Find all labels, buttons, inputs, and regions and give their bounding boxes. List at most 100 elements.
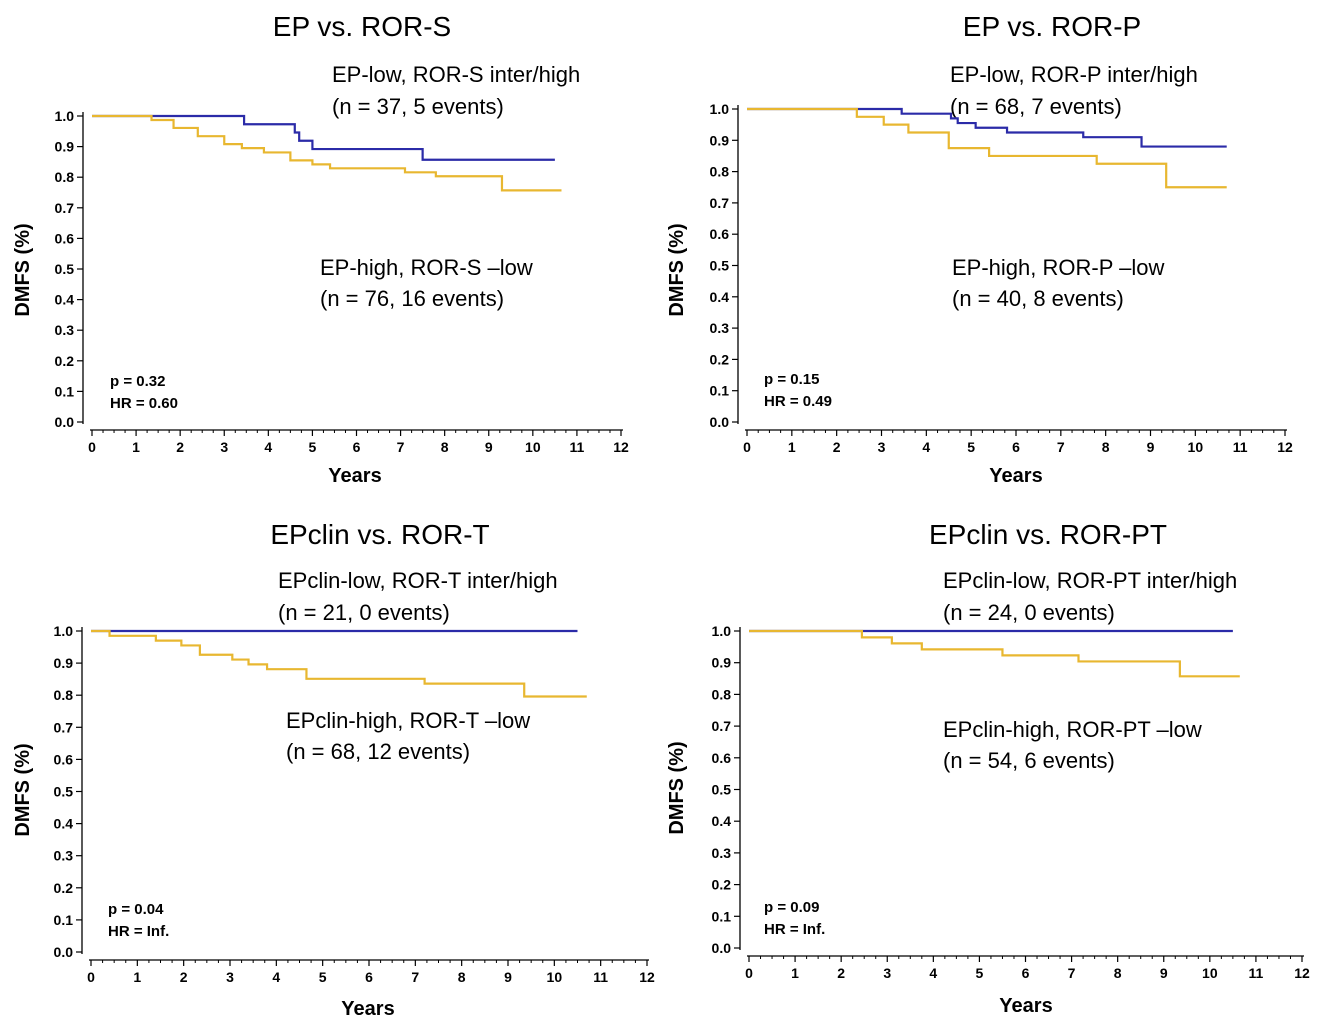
y-tick-label: 0.0: [712, 940, 732, 956]
y-tick-label: 0.0: [710, 414, 730, 430]
y-tick-label: 0.2: [54, 880, 74, 896]
plot-area: 0.00.10.20.30.40.50.60.70.80.91.00 1 2 3 4 5 6…: [712, 623, 1310, 981]
y-axis-label: DMFS (%): [12, 743, 34, 836]
x-tick-label: 12: [639, 969, 655, 985]
plot-area: 0.00.10.20.30.40.50.60.70.80.91.00 1 2 3 4 5 6…: [55, 108, 629, 455]
x-tick-label: 11: [1233, 439, 1248, 455]
plot-area: 0.00.10.20.30.40.50.60.70.80.91.00 1 2 3 4 5 6…: [54, 623, 655, 985]
series-label-line1: EPclin-low, ROR-PT inter/high: [943, 568, 1237, 593]
km-chart: EP vs. ROR-S EP-low, ROR-S inter/high (n…: [12, 11, 629, 487]
x-tick-label: 9: [1160, 965, 1168, 981]
series-label-line1: EPclin-high, ROR-PT –low: [943, 717, 1202, 742]
x-tick-label: 4: [922, 439, 930, 455]
y-tick-label: 0.6: [54, 751, 74, 767]
y-tick-label: 0.7: [710, 195, 730, 211]
x-axis-label: Years: [341, 998, 394, 1018]
series-label-line2: (n = 21, 0 events): [278, 600, 450, 625]
y-tick-label: 1.0: [712, 623, 732, 639]
y-tick-label: 0.4: [55, 292, 75, 308]
p-value: p = 0.32: [110, 373, 165, 390]
x-tick-label: 1: [132, 439, 140, 455]
survival-curve: [92, 114, 555, 161]
y-tick-label: 0.3: [710, 320, 730, 336]
x-tick-label: 5: [967, 439, 975, 455]
x-tick-label: 5: [309, 439, 317, 455]
survival-curve: [91, 629, 587, 698]
km-panel: EPclin vs. ROR-PT EPclin-low, ROR-PT int…: [660, 500, 1321, 1023]
survival-curve: [747, 107, 1227, 189]
y-axis-label: DMFS (%): [12, 223, 34, 316]
y-tick-label: 0.9: [710, 132, 730, 148]
y-tick-label: 0.8: [55, 169, 75, 185]
y-tick-label: 0.1: [712, 908, 732, 924]
series-label-line2: (n = 54, 6 events): [943, 748, 1115, 773]
x-tick-label: 10: [1202, 965, 1218, 981]
y-tick-label: 0.8: [710, 164, 730, 180]
y-tick-label: 0.1: [54, 912, 74, 928]
x-tick-label: 4: [929, 965, 937, 981]
x-tick-label: 3: [220, 439, 228, 455]
x-tick-label: 0: [87, 969, 95, 985]
y-tick-label: 0.9: [54, 655, 74, 671]
y-tick-label: 0.5: [54, 784, 74, 800]
x-tick-label: 10: [547, 969, 563, 985]
y-tick-label: 0.0: [54, 944, 74, 960]
y-tick-label: 0.3: [54, 848, 74, 864]
x-tick-label: 0: [745, 965, 753, 981]
km-chart: EPclin vs. ROR-T EPclin-low, ROR-T inter…: [12, 519, 655, 1020]
x-tick-label: 2: [176, 439, 184, 455]
series-label-line1: EPclin-high, ROR-T –low: [286, 708, 530, 733]
km-panel: EPclin vs. ROR-T EPclin-low, ROR-T inter…: [0, 500, 660, 1023]
p-value: p = 0.04: [108, 901, 164, 918]
y-tick-label: 0.5: [712, 782, 732, 798]
x-tick-label: 12: [1294, 965, 1310, 981]
km-panel: EP vs. ROR-P EP-low, ROR-P inter/high (n…: [660, 0, 1321, 505]
series-label-line1: EP-high, ROR-S –low: [320, 255, 533, 280]
km-chart: EPclin vs. ROR-PT EPclin-low, ROR-PT int…: [666, 519, 1310, 1017]
survival-curve: [747, 107, 1227, 148]
y-tick-label: 0.9: [55, 139, 75, 155]
x-axis-label: Years: [999, 995, 1052, 1017]
x-tick-label: 6: [1022, 965, 1030, 981]
x-tick-label: 8: [1114, 965, 1122, 981]
series-label-line1: EP-low, ROR-P inter/high: [950, 62, 1198, 87]
y-axis-label: DMFS (%): [666, 223, 688, 316]
x-tick-label: 2: [180, 969, 188, 985]
chart-title: EP vs. ROR-S: [273, 11, 451, 42]
y-tick-label: 1.0: [54, 623, 74, 639]
x-tick-label: 7: [1068, 965, 1076, 981]
survival-curve: [749, 629, 1240, 678]
y-tick-label: 0.5: [55, 261, 75, 277]
x-tick-label: 3: [226, 969, 234, 985]
y-tick-label: 0.4: [54, 816, 74, 832]
x-tick-label: 1: [788, 439, 796, 455]
y-tick-label: 0.8: [54, 687, 74, 703]
km-panel: EP vs. ROR-S EP-low, ROR-S inter/high (n…: [0, 0, 660, 505]
y-tick-label: 0.7: [712, 718, 732, 734]
y-tick-label: 0.2: [712, 877, 732, 893]
series-label-line1: EPclin-low, ROR-T inter/high: [278, 568, 558, 593]
x-tick-label: 7: [397, 439, 405, 455]
hazard-ratio: HR = 0.49: [764, 393, 832, 410]
y-tick-label: 0.2: [55, 353, 75, 369]
x-tick-label: 4: [264, 439, 272, 455]
y-tick-label: 0.3: [55, 322, 75, 338]
series-label-line2: (n = 24, 0 events): [943, 600, 1115, 625]
x-tick-label: 5: [319, 969, 327, 985]
x-tick-label: 1: [133, 969, 141, 985]
y-tick-label: 0.0: [55, 414, 75, 430]
x-tick-label: 8: [1102, 439, 1110, 455]
series-label-line1: EP-high, ROR-P –low: [952, 255, 1164, 280]
x-tick-label: 10: [1188, 439, 1204, 455]
x-tick-label: 8: [458, 969, 466, 985]
x-tick-label: 7: [1057, 439, 1065, 455]
x-tick-label: 6: [365, 969, 373, 985]
x-tick-label: 11: [593, 969, 608, 985]
km-chart: EP vs. ROR-P EP-low, ROR-P inter/high (n…: [666, 11, 1293, 487]
survival-curve: [92, 114, 562, 192]
x-tick-label: 11: [570, 439, 585, 455]
y-tick-label: 0.6: [712, 750, 732, 766]
x-tick-label: 0: [743, 439, 751, 455]
hazard-ratio: HR = 0.60: [110, 395, 178, 412]
x-tick-label: 5: [976, 965, 984, 981]
